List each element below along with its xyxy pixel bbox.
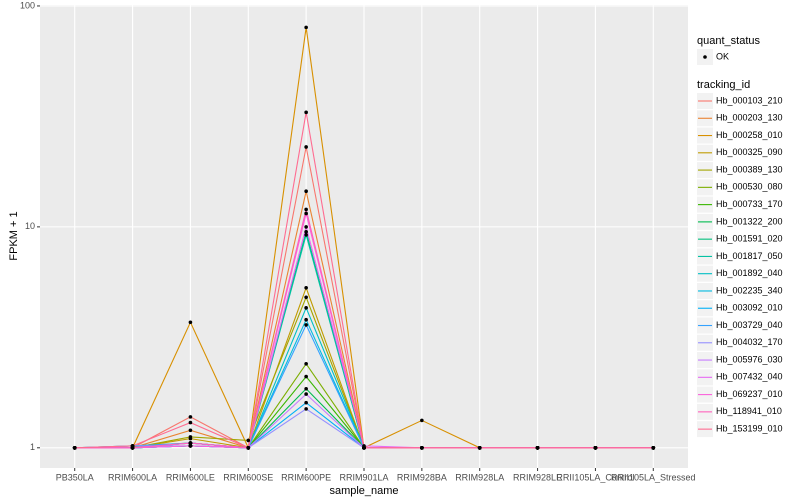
legend-label: OK — [716, 51, 729, 61]
data-point — [420, 445, 424, 450]
legend-label: Hb_001817_050 — [716, 251, 783, 261]
data-point — [304, 145, 308, 149]
x-tick-label: RRIM600LA — [108, 472, 157, 482]
x-tick-label: RRIM928LA — [455, 472, 504, 482]
legend-label: Hb_118941_010 — [716, 406, 782, 416]
data-point — [304, 407, 308, 411]
x-tick-label: RRIM600PE — [281, 472, 331, 482]
data-point — [188, 415, 193, 419]
data-point — [188, 441, 193, 445]
legend-label: Hb_001591_020 — [716, 234, 783, 244]
data-point — [304, 233, 308, 237]
legend-label: Hb_000325_090 — [716, 147, 783, 157]
data-point — [304, 225, 308, 229]
y-tick-label: 1 — [30, 442, 35, 452]
data-point — [188, 320, 193, 325]
y-tick-label: 100 — [20, 0, 35, 10]
legend-label: Hb_001892_040 — [716, 268, 783, 278]
legend-label: Hb_000203_130 — [716, 113, 783, 123]
x-tick-label: RRIM600LE — [166, 472, 215, 482]
x-tick-label: PB350LA — [56, 472, 94, 482]
data-point — [304, 317, 308, 322]
y-axis-title: FPKM + 1 — [8, 211, 20, 260]
legend-label: Hb_069237_010 — [716, 389, 783, 399]
legend-title: quant_status — [697, 35, 760, 47]
data-point — [188, 428, 193, 433]
data-point — [420, 418, 424, 423]
legend-label: Hb_007432_040 — [716, 372, 783, 382]
data-point — [304, 374, 308, 379]
y-tick-label: 10 — [25, 221, 35, 231]
legend-label: Hb_003092_010 — [716, 303, 783, 313]
data-point — [304, 110, 308, 115]
data-point — [304, 306, 308, 310]
legend-label: Hb_003729_040 — [716, 320, 783, 330]
legend-label: Hb_000258_010 — [716, 130, 783, 140]
legend-label: Hb_002235_340 — [716, 285, 783, 295]
legend-title: tracking_id — [697, 79, 750, 91]
x-axis-title: sample_name — [329, 485, 398, 497]
legend-label: Hb_000103_210 — [716, 95, 783, 105]
legend-label: Hb_001322_200 — [716, 216, 783, 226]
data-point — [304, 295, 308, 300]
data-point — [304, 392, 308, 396]
x-tick-label: RRIM901LA — [339, 472, 388, 482]
legend-label: Hb_000733_170 — [716, 199, 783, 209]
x-tick-label: RRIM928BA — [397, 472, 447, 482]
data-point — [304, 25, 308, 30]
data-point — [188, 420, 193, 425]
x-tick-label: RRIM600SE — [223, 472, 273, 482]
data-point — [362, 445, 366, 450]
data-point — [188, 435, 193, 439]
data-point — [304, 400, 308, 405]
data-point — [304, 229, 308, 234]
legend-point — [703, 55, 707, 59]
legend-label: Hb_005976_030 — [716, 354, 783, 364]
data-point — [246, 438, 251, 443]
data-point — [477, 445, 482, 450]
data-point — [593, 445, 598, 450]
data-point — [130, 444, 135, 448]
x-tick-label: RRII105LA_Stressed — [611, 472, 696, 482]
data-point — [304, 285, 308, 290]
data-point — [304, 207, 308, 212]
data-point — [304, 386, 308, 391]
data-point — [188, 444, 193, 448]
x-tick-label: RRIM928LE — [513, 472, 562, 482]
data-point — [246, 445, 251, 450]
data-point — [304, 361, 308, 366]
legend-label: Hb_000389_130 — [716, 164, 783, 174]
legend-label: Hb_000530_080 — [716, 182, 783, 192]
data-point — [304, 211, 308, 216]
data-point — [535, 445, 540, 450]
data-point — [304, 323, 308, 327]
legend-label: Hb_004032_170 — [716, 337, 783, 347]
x-tick-label: RRII105LA_Control — [556, 472, 634, 482]
data-point — [72, 445, 77, 450]
legend-label: Hb_153199_010 — [716, 424, 783, 434]
data-point — [304, 189, 308, 194]
data-point — [651, 445, 656, 450]
